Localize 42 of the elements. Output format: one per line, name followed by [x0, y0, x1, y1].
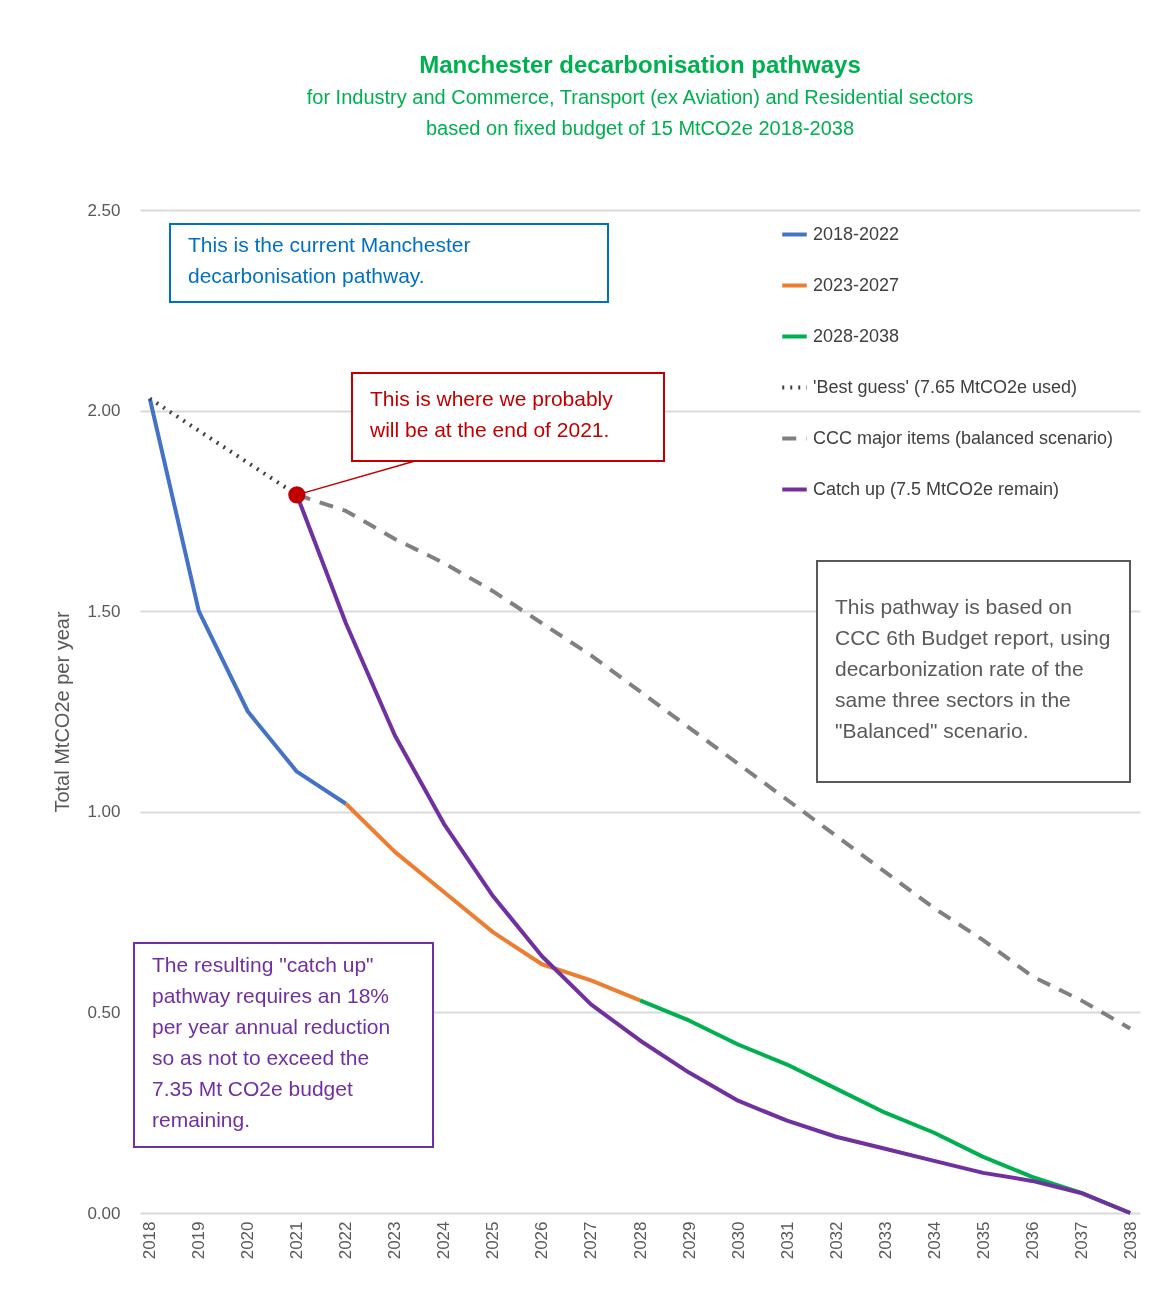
y-tick-label: 2.50: [87, 200, 121, 220]
chart-subtitle: for Industry and Commerce, Transport (ex Aviation) and Residential sectors based on fixed budget of 15 MtCO2e 2018-2038: [306, 86, 974, 139]
y-tick-label: 2.00: [87, 401, 121, 421]
legend-label: 2018-2022: [813, 223, 900, 244]
annotation: This is where we probably will be at the end of 2021.: [369, 387, 614, 441]
annotation: This pathway is based on CCC 6th Budget report, using decarbonization rate of the same three sectors in the "Balanced" scenario.: [835, 595, 1111, 742]
x-tick-label: 2021: [287, 1221, 307, 1260]
legend-label: CCC major items (balanced scenario): [813, 427, 1114, 448]
x-tick-label: 2018: [140, 1221, 160, 1260]
x-tick-label: 2020: [238, 1221, 258, 1260]
legend-label: 'Best guess' (7.65 MtCO2e used): [813, 376, 1077, 397]
x-tick-label: 2027: [581, 1221, 601, 1260]
legend-label: 2028-2038: [813, 325, 900, 346]
x-tick-label: 2028: [630, 1221, 650, 1260]
x-tick-label: 2023: [385, 1221, 405, 1260]
x-tick-label: 2024: [434, 1221, 454, 1260]
x-tick-label: 2030: [728, 1221, 748, 1260]
x-tick-label: 2033: [875, 1221, 895, 1260]
y-axis-title: Total MtCO2e per year: [51, 611, 74, 813]
y-tick-label: 1.50: [87, 601, 121, 621]
x-tick-label: 2026: [532, 1221, 552, 1260]
y-tick-label: 0.50: [87, 1002, 121, 1022]
y-tick-label: 0.00: [87, 1203, 121, 1223]
x-tick-label: 2037: [1071, 1221, 1091, 1260]
annotation: This is the current Manchester decarbonisation pathway.: [188, 233, 471, 287]
x-tick-label: 2035: [973, 1221, 993, 1260]
line-series: [147, 396, 348, 806]
line-series: [343, 801, 642, 1003]
x-tick-label: 2025: [483, 1221, 503, 1260]
legend-label: 2023-2027: [813, 274, 900, 295]
x-tick-label: 2036: [1022, 1221, 1042, 1260]
y-tick-label: 1.00: [87, 802, 121, 822]
x-tick-label: 2034: [924, 1221, 944, 1260]
chart-title: Manchester decarbonisation pathways: [419, 51, 861, 78]
x-tick-label: 2032: [826, 1221, 846, 1260]
x-tick-label: 2038: [1120, 1221, 1140, 1260]
x-tick-label: 2022: [336, 1221, 356, 1260]
annotation: The resulting "catch up" pathway requires an 18% per year annual reduction so as not to exceed the 7.35 Mt CO2e budget remaining.: [152, 953, 391, 1131]
x-tick-label: 2029: [679, 1221, 699, 1260]
x-tick-label: 2031: [777, 1221, 797, 1260]
x-tick-label: 2019: [189, 1221, 209, 1260]
legend-label: Catch up (7.5 MtCO2e remain): [813, 478, 1060, 499]
